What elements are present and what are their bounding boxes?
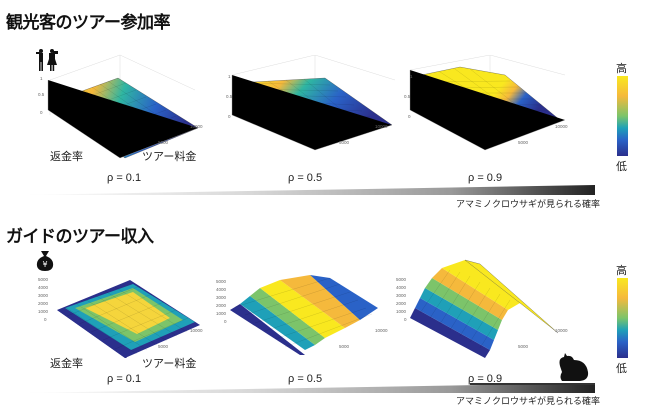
amami-rabbit-icon <box>556 352 590 382</box>
svg-text:¥: ¥ <box>42 260 47 269</box>
probability-caption: アマミノクロウサギが見られる確率 <box>456 397 601 407</box>
rho-label: ρ = 0.9 <box>468 172 503 184</box>
probability-gradient-bar <box>20 380 595 394</box>
rho-label: ρ = 0.5 <box>288 373 323 385</box>
probability-caption: アマミノクロウサギが見られる確率 <box>456 200 601 210</box>
colorbar-low-label: 低 <box>616 362 627 375</box>
x-axis-label: ツアー料金 <box>142 150 197 163</box>
money-bag-icon: ¥ <box>36 250 54 272</box>
rho-label: ρ = 0.5 <box>288 172 323 184</box>
colorbar-low-label: 低 <box>616 160 627 173</box>
rho-label: ρ = 0.9 <box>468 373 503 385</box>
surface-plot-participation-rho-0.9 <box>400 55 580 165</box>
tourists-icon <box>36 48 60 72</box>
section-title-income: ガイドのツアー収入 <box>6 227 154 247</box>
probability-gradient-bar <box>20 182 595 196</box>
x-axis-label: ツアー料金 <box>142 357 197 370</box>
colorbar <box>617 278 628 358</box>
surface-plot-participation-rho-0.5 <box>220 55 400 165</box>
surface-plot-participation-rho-0.1 <box>20 50 210 165</box>
colorbar-high-label: 高 <box>616 264 627 277</box>
y-axis-label: 返金率 <box>50 357 83 370</box>
colorbar-high-label: 高 <box>616 62 627 75</box>
surface-plot-income-rho-0.5 <box>230 270 380 360</box>
surface-plot-income-rho-0.9 <box>410 258 560 358</box>
y-axis-label: 返金率 <box>50 150 83 163</box>
section-title-participation: 観光客のツアー参加率 <box>6 13 170 33</box>
surface-plot-income-rho-0.1 <box>55 270 205 360</box>
rho-label: ρ = 0.1 <box>107 373 142 385</box>
colorbar <box>617 76 628 156</box>
rho-label: ρ = 0.1 <box>107 172 142 184</box>
